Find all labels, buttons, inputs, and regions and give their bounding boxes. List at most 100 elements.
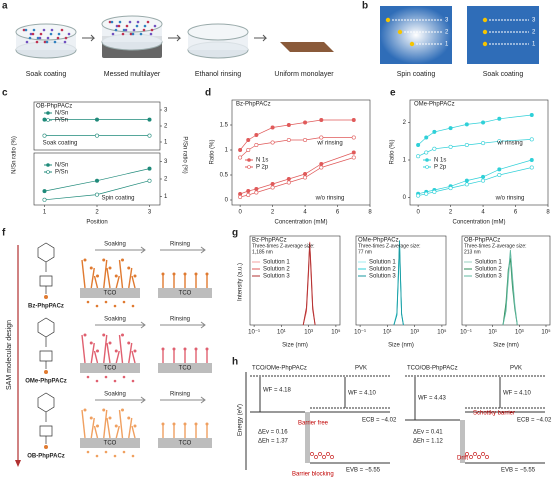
data-point (286, 180, 291, 185)
position-label: 1 (445, 42, 449, 48)
chart-title: Bz-PhpPACz (236, 102, 271, 108)
y-tick-label: 0.5 (220, 173, 229, 179)
deh-label: ΔEh = 1.12 (413, 439, 444, 445)
sam-head (108, 416, 112, 420)
data-point (303, 138, 308, 143)
data-point (238, 148, 243, 153)
note: Barrier free (298, 421, 329, 427)
chart-subtitle: Three-times Z-average size: (358, 243, 421, 249)
y-axis-label: Ratio (%) (390, 139, 396, 164)
process-arrow (95, 396, 146, 404)
sam-molecule (81, 334, 86, 364)
data-point (147, 178, 152, 183)
sam-head (96, 349, 99, 353)
x-tick-label: 10³ (410, 330, 419, 336)
sam-molecule (90, 267, 95, 289)
carrier (473, 452, 477, 456)
data-point (529, 165, 534, 170)
data-point (238, 155, 243, 160)
molecule (136, 20, 140, 24)
sam-head (194, 272, 198, 276)
legend-marker (46, 111, 50, 115)
data-point (238, 195, 243, 200)
step-label: Uniform monolayer (274, 71, 334, 78)
sam-head (183, 422, 187, 426)
x-tick-label: 4 (481, 210, 485, 216)
molecule (45, 40, 49, 44)
legend-marker (46, 118, 50, 122)
sam-molecule (93, 350, 99, 364)
y-tick-label: 1 (164, 140, 168, 146)
molecule (110, 20, 114, 24)
x-tick-label: 10³ (515, 330, 524, 336)
x-tick-label: 2 (271, 210, 275, 216)
data-point (416, 143, 421, 148)
pvk-label: PVK (510, 366, 522, 372)
legend-marker (247, 158, 251, 162)
molecule (38, 36, 42, 40)
sam-head (102, 408, 106, 412)
carrier (322, 455, 326, 459)
data-point (351, 150, 356, 155)
data-point (529, 158, 534, 163)
free-molecule (86, 300, 90, 304)
carrier (330, 455, 334, 459)
y-tick-label: 1 (225, 148, 229, 154)
sam-molecule (103, 259, 108, 289)
legend-marker (425, 165, 429, 169)
sam-molecule (128, 267, 133, 289)
wf-left: WF = 4.43 (418, 396, 447, 402)
data-point (246, 189, 251, 194)
sam-head (183, 272, 187, 276)
sam-head (133, 424, 137, 428)
y-axis-label: Intensity (a.u.) (238, 263, 244, 301)
chart-note: 1,185 nm (252, 249, 273, 255)
data-point (464, 182, 469, 187)
y-tick-label: 2 (164, 177, 168, 183)
data-point (95, 133, 100, 138)
data-point (481, 174, 486, 179)
molecule-sketch (37, 317, 55, 369)
data-point (42, 189, 47, 194)
tco-layer (158, 363, 212, 373)
data-point (42, 197, 47, 202)
free-molecule (95, 454, 99, 458)
tco-label: TCO (104, 366, 117, 372)
energy-label: Energy (eV) (238, 404, 244, 436)
data-point (270, 185, 275, 190)
rinsing-label: Rinsing (170, 392, 190, 398)
x-tick-label: 10¹ (383, 330, 392, 336)
molecule (150, 28, 154, 32)
sam-head (114, 424, 118, 428)
data-point (270, 182, 275, 187)
sam-head (127, 416, 131, 420)
data-point (319, 162, 324, 167)
data-point (432, 146, 437, 151)
legend-label: Solution 2 (369, 267, 396, 273)
molecule (131, 32, 135, 36)
data-point (497, 173, 502, 178)
tco-label: TCO (179, 366, 192, 372)
molecule (125, 24, 129, 28)
legend-label: Solution 3 (369, 274, 396, 280)
series-line (502, 249, 518, 326)
free-molecule (104, 300, 108, 304)
free-molecule (131, 304, 135, 308)
molecule (49, 32, 53, 36)
legend-label: Solution 3 (263, 274, 290, 280)
carrier (477, 455, 481, 459)
legend-label: P/Sn (55, 170, 68, 176)
sam-molecule (118, 409, 124, 439)
data-point (303, 120, 308, 125)
molecule (57, 32, 61, 36)
dev-label: ΔEv = 0.16 (258, 430, 288, 436)
x-tick-label: 0 (416, 210, 420, 216)
data-point (147, 117, 152, 122)
molecule (63, 40, 67, 44)
data-point (448, 144, 453, 149)
plot-frame (461, 235, 551, 326)
x-axis-label: Size (nm) (282, 343, 308, 349)
sam-head (83, 258, 87, 262)
panel-label: a (2, 1, 8, 12)
x-tick-label: 3 (148, 210, 152, 216)
